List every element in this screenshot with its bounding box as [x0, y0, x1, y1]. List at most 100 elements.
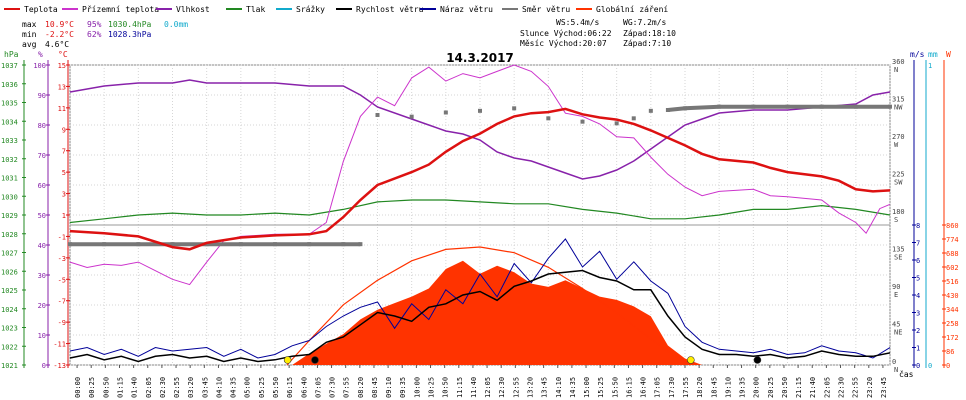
x-tick-label: 01:40	[131, 377, 139, 398]
legend-label: Přízemní teplota	[82, 5, 159, 14]
temperature-tick-label: -11	[53, 341, 66, 349]
stats-min-label: min	[22, 30, 37, 39]
x-tick-label: 00:00	[74, 377, 82, 398]
stats-max-press: 1030.4hPa	[108, 20, 152, 29]
radiation-tick-label: 860	[946, 222, 959, 230]
x-tick-label: 15:00	[583, 377, 591, 398]
sunrise-marker	[283, 356, 292, 364]
legend-label: Náraz větru	[440, 5, 493, 14]
axis-units: hPa % °C m/s mm W čas	[4, 50, 951, 379]
direction-tick-label: E	[894, 291, 898, 299]
radiation-tick-label: 86	[946, 348, 954, 356]
left-axes: 1021102210231024102510261027102810291030…	[1, 60, 70, 370]
humidity-tick-label: 60	[38, 182, 46, 190]
info-moon-set: Západ:7:10	[623, 39, 671, 48]
direction-tick-value: 180	[892, 208, 905, 216]
pressure-tick-label: 1028	[1, 231, 18, 239]
x-tick-label: 07:05	[314, 377, 322, 398]
direction-tick-label: N	[894, 366, 898, 374]
pressure-line	[69, 199, 891, 224]
direction-tick-label: N	[894, 66, 898, 74]
x-tick-label: 05:25	[258, 377, 266, 398]
x-tick-label: 21:40	[809, 377, 817, 398]
x-tick-label: 22:55	[852, 377, 860, 398]
x-tick-label: 13:45	[541, 377, 549, 398]
x-tick-label: 23:45	[880, 377, 888, 398]
stats-max-hum: 95%	[87, 20, 102, 29]
x-axis-label: čas	[899, 369, 914, 379]
x-tick-label: 09:35	[399, 377, 407, 398]
wind-direction-point	[546, 116, 551, 121]
info-wg: WG:7.2m/s	[623, 18, 667, 27]
moonset-marker	[311, 356, 319, 364]
wind-tick-label: 2	[916, 327, 920, 335]
temperature-tick-label: 1	[62, 212, 66, 220]
wind-tick-label: 7	[916, 240, 920, 248]
x-tick-label: 00:50	[102, 377, 110, 398]
x-tick-label: 16:15	[625, 377, 633, 398]
humidity-tick-label: 10	[38, 332, 46, 340]
temperature-tick-label: 9	[62, 126, 66, 134]
x-tick-label: 06:40	[300, 377, 308, 398]
clear-sky-radiation-line	[286, 246, 691, 366]
x-tick-label: 01:15	[116, 377, 124, 398]
temperature-tick-label: 3	[62, 191, 66, 199]
direction-tick-value: 45	[892, 321, 900, 329]
x-tick-label: 16:40	[640, 377, 648, 398]
temperature-tick-label: -13	[53, 362, 66, 370]
x-tick-label: 06:15	[286, 377, 294, 398]
humidity-tick-label: 40	[38, 242, 46, 250]
legend-label: Globální záření	[596, 5, 668, 14]
x-tick-label: 03:45	[201, 377, 209, 398]
x-tick-label: 20:25	[767, 377, 775, 398]
pressure-tick-label: 1025	[1, 287, 18, 295]
wind-tick-label: 4	[916, 292, 920, 300]
info-block: WS:5.4m/s WG:7.2m/s Slunce Východ:06:22 …	[520, 18, 676, 48]
wind-direction-point	[631, 116, 636, 121]
humidity-tick-label: 80	[38, 122, 46, 130]
pressure-tick-label: 1033	[1, 137, 18, 145]
stats-max-label: max	[22, 20, 37, 29]
x-tick-label: 22:05	[823, 377, 831, 398]
x-tick-label: 20:00	[753, 377, 761, 398]
direction-tick-value: 270	[892, 133, 905, 141]
pressure-tick-label: 1034	[1, 118, 18, 126]
stats-max-temp: 10.9°C	[45, 20, 74, 29]
x-tick-label: 08:45	[371, 377, 379, 398]
x-tick-label: 12:05	[484, 377, 492, 398]
wind-tick-label: 6	[916, 257, 920, 265]
humidity-tick-label: 0	[42, 362, 46, 370]
unit-degc: °C	[58, 50, 68, 59]
temperature-tick-label: 15	[58, 62, 66, 70]
stats-avg-temp: 4.6°C	[45, 40, 69, 49]
legend-label: Vlhkost	[176, 5, 210, 14]
wind-speed-line	[69, 269, 891, 363]
temperature-tick-label: 11	[58, 105, 66, 113]
x-tick-label: 07:30	[329, 377, 337, 398]
stats-min-hum: 62%	[87, 30, 102, 39]
direction-tick-label: SE	[894, 254, 902, 262]
direction-tick-value: 135	[892, 246, 905, 254]
rain-tick-label: 1	[928, 62, 932, 70]
humidity-tick-label: 20	[38, 302, 46, 310]
info-sun-set: Západ:18:10	[623, 29, 676, 38]
wind-tick-label: 0	[916, 362, 920, 370]
unit-mm: mm	[928, 50, 938, 59]
pressure-tick-label: 1026	[1, 268, 18, 276]
x-tick-label: 15:25	[597, 377, 605, 398]
x-tick-label: 03:20	[187, 377, 195, 398]
right-axes: 0N45NE90E135SE180S225SW270W315NW360N0123…	[892, 58, 959, 374]
wind-direction-line-evening	[667, 104, 890, 112]
stats-block: max 10.9°C 95% 1030.4hPa 0.0mm min -2.2°…	[22, 20, 188, 49]
radiation-tick-label: 602	[946, 264, 959, 272]
wind-direction-point	[443, 110, 448, 115]
wind-tick-label: 8	[916, 222, 920, 230]
direction-tick-value: 90	[892, 283, 900, 291]
pressure-tick-label: 1021	[1, 362, 18, 370]
x-tick-label: 07:55	[343, 377, 351, 398]
unit-pct: %	[38, 50, 43, 59]
x-tick-label: 15:50	[611, 377, 619, 398]
wind-tick-label: 5	[916, 275, 920, 283]
x-tick-label: 19:35	[739, 377, 747, 398]
humidity-tick-label: 100	[33, 62, 46, 70]
